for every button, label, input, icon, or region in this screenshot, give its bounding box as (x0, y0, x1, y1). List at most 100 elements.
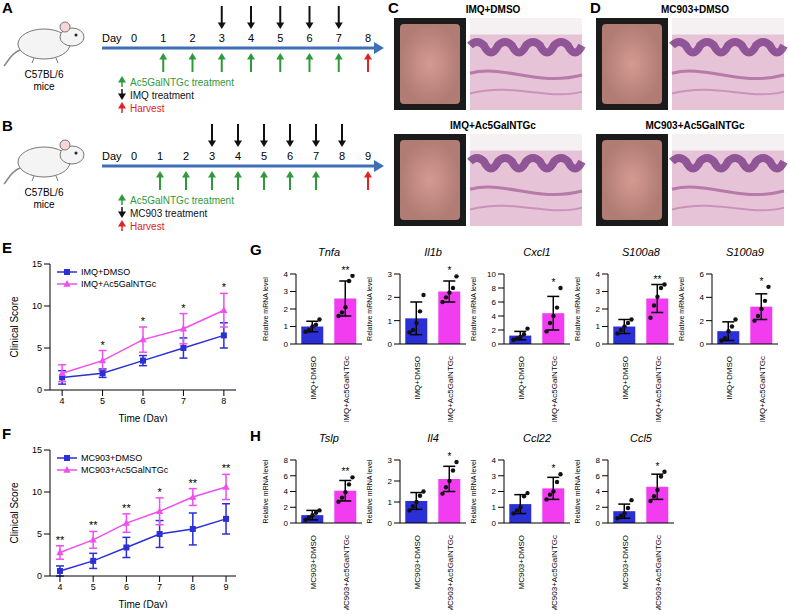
svg-text:Relative mRNA level: Relative mRNA level (470, 459, 477, 523)
svg-text:MC903+Ac5GalNTGc: MC903+Ac5GalNTGc (645, 120, 745, 131)
svg-text:15: 15 (32, 259, 42, 269)
svg-text:*: * (656, 461, 660, 472)
svg-text:4: 4 (700, 293, 705, 302)
svg-text:2: 2 (388, 293, 393, 302)
svg-text:0: 0 (131, 150, 137, 162)
svg-text:MC903+DMSO: MC903+DMSO (661, 4, 729, 15)
svg-text:3: 3 (219, 32, 225, 44)
svg-text:**: ** (654, 274, 662, 285)
svg-text:MC903+DMSO: MC903+DMSO (309, 535, 318, 589)
svg-text:8: 8 (284, 456, 289, 465)
svg-text:6: 6 (596, 472, 601, 481)
svg-text:6: 6 (492, 298, 497, 307)
svg-text:0: 0 (596, 340, 601, 349)
svg-text:*: * (100, 339, 105, 351)
svg-text:8: 8 (190, 582, 195, 592)
svg-text:MC903+Ac5GalNTGc: MC903+Ac5GalNTGc (342, 535, 351, 610)
svg-text:0: 0 (37, 385, 42, 395)
svg-text:MC903+Ac5GalNTGc: MC903+Ac5GalNTGc (550, 535, 559, 610)
svg-text:IMQ+Ac5GalNTGc: IMQ+Ac5GalNTGc (446, 356, 455, 422)
svg-text:**: ** (222, 462, 231, 474)
svg-text:8: 8 (596, 456, 601, 465)
svg-text:IMQ+DMSO: IMQ+DMSO (517, 356, 526, 400)
svg-text:4: 4 (60, 396, 65, 406)
svg-text:8: 8 (492, 284, 497, 293)
svg-text:7: 7 (336, 32, 342, 44)
svg-text:7: 7 (181, 396, 186, 406)
svg-text:0: 0 (492, 519, 497, 528)
svg-text:5: 5 (100, 396, 105, 406)
svg-text:4: 4 (284, 487, 289, 496)
svg-text:5: 5 (261, 150, 267, 162)
svg-text:*: * (448, 265, 452, 276)
svg-text:0: 0 (131, 32, 137, 44)
svg-text:6: 6 (140, 396, 145, 406)
svg-text:2: 2 (492, 326, 497, 335)
svg-text:2: 2 (388, 477, 393, 486)
svg-text:3: 3 (492, 472, 497, 481)
svg-text:8: 8 (365, 32, 371, 44)
svg-text:10: 10 (32, 301, 42, 311)
svg-text:IMQ+DMSO: IMQ+DMSO (309, 356, 318, 400)
svg-text:6: 6 (287, 150, 293, 162)
svg-text:8: 8 (339, 150, 345, 162)
svg-text:Relative mRNA level: Relative mRNA level (574, 459, 581, 523)
svg-text:2: 2 (183, 150, 189, 162)
svg-text:IMQ+Ac5GalNTGc: IMQ+Ac5GalNTGc (342, 356, 351, 422)
svg-text:C57BL/6: C57BL/6 (25, 69, 64, 80)
svg-text:7: 7 (313, 150, 319, 162)
svg-text:1: 1 (284, 322, 289, 331)
svg-text:IMQ treatment: IMQ treatment (130, 90, 194, 101)
svg-text:Relative mRNA level: Relative mRNA level (262, 277, 269, 341)
svg-text:1: 1 (157, 150, 163, 162)
svg-text:Relative mRNA level: Relative mRNA level (678, 277, 685, 341)
svg-text:IMQ+DMSO: IMQ+DMSO (466, 4, 521, 15)
svg-text:IMQ+DMSO: IMQ+DMSO (725, 356, 734, 400)
svg-text:1: 1 (596, 322, 601, 331)
svg-text:10: 10 (32, 487, 42, 497)
svg-text:1: 1 (160, 32, 166, 44)
svg-text:0: 0 (700, 340, 705, 349)
svg-text:*: * (222, 281, 227, 293)
svg-text:*: * (181, 302, 186, 314)
svg-text:3: 3 (388, 270, 393, 279)
svg-text:4: 4 (57, 582, 62, 592)
svg-text:Harvest: Harvest (130, 103, 165, 114)
svg-text:Relative mRNA level: Relative mRNA level (470, 277, 477, 341)
svg-text:**: ** (342, 466, 350, 477)
svg-text:**: ** (342, 265, 350, 276)
svg-text:6: 6 (284, 472, 289, 481)
svg-text:4: 4 (596, 270, 601, 279)
svg-text:Relative mRNA level: Relative mRNA level (366, 459, 373, 523)
svg-text:IMQ+Ac5GalNTGc: IMQ+Ac5GalNTGc (758, 356, 767, 422)
svg-text:9: 9 (224, 582, 229, 592)
svg-text:Day: Day (102, 150, 122, 162)
svg-text:4: 4 (248, 32, 254, 44)
svg-text:mice: mice (33, 81, 55, 92)
svg-text:4: 4 (235, 150, 241, 162)
svg-text:2: 2 (284, 305, 289, 314)
svg-text:0: 0 (388, 340, 393, 349)
svg-text:3: 3 (388, 456, 393, 465)
svg-text:2: 2 (189, 32, 195, 44)
svg-text:9: 9 (365, 150, 371, 162)
svg-text:5: 5 (37, 343, 42, 353)
svg-text:0: 0 (284, 519, 289, 528)
svg-text:2: 2 (596, 305, 601, 314)
svg-text:1: 1 (388, 498, 393, 507)
svg-text:*: * (448, 451, 452, 462)
svg-text:6: 6 (700, 270, 705, 279)
svg-text:IMQ+DMSO: IMQ+DMSO (621, 356, 630, 400)
svg-text:1: 1 (492, 503, 497, 512)
svg-text:Clinical Score: Clinical Score (9, 482, 20, 544)
svg-text:7: 7 (157, 582, 162, 592)
svg-text:MC903+Ac5GalNTGc: MC903+Ac5GalNTGc (446, 535, 455, 610)
svg-text:mice: mice (33, 199, 55, 210)
svg-text:*: * (552, 277, 556, 288)
svg-text:2: 2 (700, 317, 705, 326)
svg-text:Clinical Score: Clinical Score (9, 296, 20, 358)
svg-text:8: 8 (221, 396, 226, 406)
svg-text:Harvest: Harvest (130, 221, 165, 232)
svg-text:3: 3 (596, 287, 601, 296)
svg-text:4: 4 (596, 487, 601, 496)
